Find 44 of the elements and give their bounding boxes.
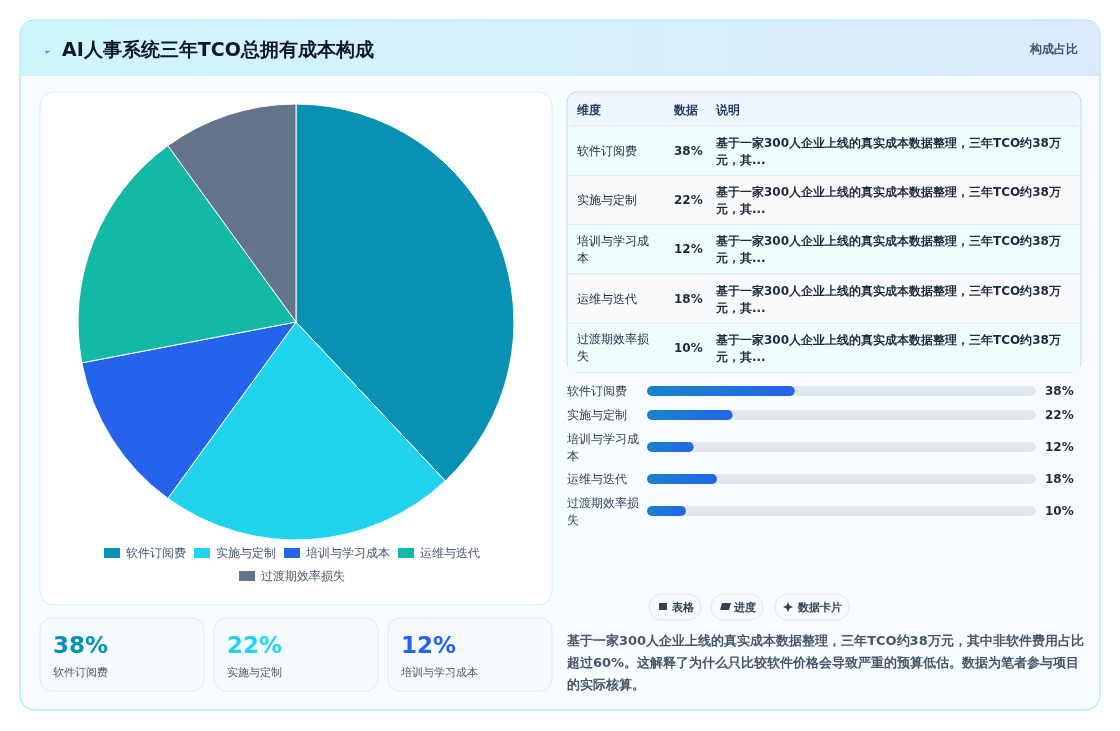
text: 基于一家300人企业上线的真实成本数据整理，三年TCO约38万元，其... [715, 184, 1061, 216]
y-tick-label: 过渡期效率损失 [567, 495, 639, 527]
text: 10% [674, 340, 703, 355]
legend-label: 运维与迭代 [420, 546, 480, 560]
text: 数据 [673, 103, 698, 117]
bar [647, 442, 694, 452]
legend-label: 培训与学习成本 [305, 546, 390, 560]
text: 基于一家300人企业上线的真实成本数据整理，三年TCO约38万元，其... [715, 234, 1061, 266]
data-label: 12% [1045, 440, 1074, 454]
legend-label: 软件订阅费 [126, 546, 186, 560]
y-tick-label: 运维与迭代 [567, 472, 627, 486]
text: 数据卡片 [797, 601, 842, 614]
text: 说明 [715, 103, 740, 117]
text: 维度 [576, 103, 601, 117]
data-label: 38% [1045, 384, 1074, 398]
y-tick-label: 软件订阅费 [567, 384, 627, 398]
text: 38% [674, 143, 703, 158]
y-tick-label: 培训与学习成本 [566, 431, 639, 463]
y-tick-label: 实施与定制 [567, 408, 627, 422]
text: 38% [53, 632, 109, 658]
text: 22% [674, 192, 703, 207]
bar [647, 474, 718, 484]
text: 基于一家300人企业上线的真实成本数据整理，三年TCO约38万元，其... [715, 332, 1061, 364]
text: 构成占比 [1029, 42, 1078, 56]
data-label: 18% [1045, 472, 1074, 486]
chart-title: AI人事系统三年TCO总拥有成本构成 [62, 38, 374, 60]
bar [647, 506, 686, 516]
data-label: 22% [1045, 408, 1074, 422]
legend-label: 过渡期效率损失 [261, 569, 345, 583]
category-label: 实施与定制 [227, 666, 282, 679]
text: 基于一家300人企业上线的真实成本数据整理，三年TCO约38万元，其... [715, 135, 1061, 167]
text: 12% [674, 242, 703, 257]
text: 表格 [671, 601, 695, 614]
text: 22% [227, 632, 283, 658]
text: 进度 [733, 601, 756, 614]
data-label: 10% [1045, 504, 1074, 518]
legend-label: 实施与定制 [216, 546, 276, 560]
text: 18% [674, 291, 703, 306]
text: 基于一家300人企业上线的真实成本数据整理，三年TCO约38万元，其中非软件费用占比超过60%。这解释了为什么只比较软件价格会导致严重的预算低估。数据为笔者参与项目的实际核算。 [566, 633, 1084, 692]
category-label: 培训与学习成本 [400, 666, 478, 679]
text: 12% [401, 632, 457, 658]
category-label: 软件订阅费 [53, 666, 108, 679]
text: 基于一家300人企业上线的真实成本数据整理，三年TCO约38万元，其... [715, 283, 1061, 315]
bar [647, 410, 733, 420]
